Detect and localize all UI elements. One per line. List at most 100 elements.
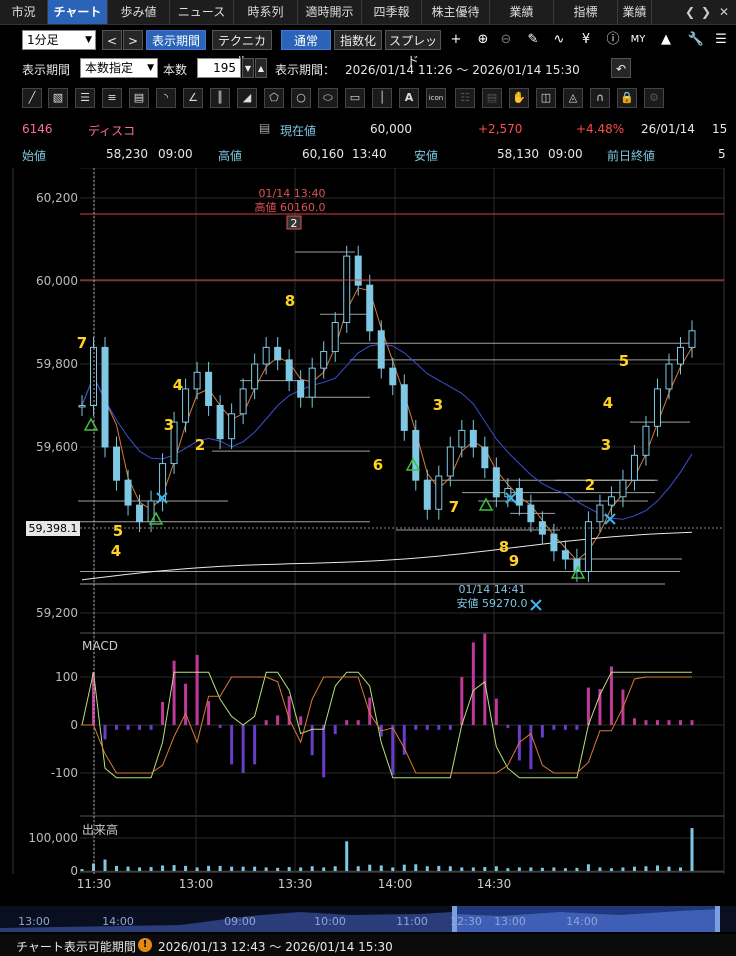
horizontal-lines-icon[interactable]: ≡: [102, 88, 122, 108]
tab-market[interactable]: 市況: [0, 0, 48, 24]
circle-icon[interactable]: ○: [291, 88, 311, 108]
high-value: 60,160: [302, 147, 344, 161]
volume-bar: [517, 867, 521, 871]
period-row: 表示期間 本数指定 ▼ 本数 195 ▼ ▲ 表示期間： 2026/01/14 …: [0, 57, 736, 81]
volume-y-tick: 100,000: [28, 831, 78, 845]
icon-tool-icon[interactable]: icon: [426, 88, 446, 108]
tab-next-icon[interactable]: ❯: [700, 5, 712, 19]
fan-arc-icon[interactable]: ◝: [156, 88, 176, 108]
my-icon[interactable]: MY: [630, 34, 646, 45]
macd-histogram-bar: [103, 725, 107, 740]
macd-histogram-bar: [529, 725, 533, 770]
list-icon[interactable]: ▤: [482, 88, 502, 108]
count-up-icon[interactable]: ▲: [255, 58, 267, 78]
zoom-out-icon[interactable]: ⊖: [500, 32, 512, 47]
tab-trades[interactable]: 歩み値: [108, 0, 170, 24]
ruler-tool-icon[interactable]: ▧: [48, 88, 68, 108]
macd-histogram-bar: [494, 698, 498, 725]
copy-icon[interactable]: ☷: [455, 88, 475, 108]
next-button[interactable]: >: [123, 30, 143, 50]
macd-histogram-bar: [138, 725, 142, 730]
yen-icon[interactable]: ¥: [581, 32, 591, 47]
tab-benefits[interactable]: 株主優待: [422, 0, 490, 24]
parallel-lines-icon[interactable]: ☰: [75, 88, 95, 108]
quote-date: 26/01/14: [641, 122, 695, 136]
speed-lines-icon[interactable]: ◢: [237, 88, 257, 108]
candle-body: [665, 363, 673, 390]
price-change-pct: +4.48%: [576, 122, 625, 136]
current-price-tag-box: [26, 521, 80, 536]
low-label: 安値: [414, 149, 439, 163]
prev-button[interactable]: <: [102, 30, 122, 50]
tab-earnings-2[interactable]: 業績: [618, 0, 652, 24]
display-period-button[interactable]: 表示期間: [146, 30, 206, 50]
period-mode-select[interactable]: 本数指定 ▼: [80, 58, 158, 78]
gear-icon[interactable]: ⚙: [644, 88, 664, 108]
lock-icon[interactable]: 🔒: [617, 88, 637, 108]
interval-select[interactable]: 1分足 ▼: [22, 30, 96, 50]
count-label: 2: [195, 436, 205, 454]
volume-panel: 100,000 0: [28, 828, 694, 878]
sell-signal-marker: [604, 513, 616, 525]
eraser-all-icon[interactable]: ◬: [563, 88, 583, 108]
tab-shikiho[interactable]: 四季報: [362, 0, 422, 24]
volume-bar: [529, 867, 533, 871]
fibonacci-icon[interactable]: ▤: [129, 88, 149, 108]
macd-histogram-bar: [264, 720, 268, 725]
wrench-icon[interactable]: 🔧: [687, 32, 705, 47]
navigator[interactable]: 13:00 14:00 09:00 10:00 11:00 12:30 13:00 14:00: [0, 906, 736, 932]
high-annotation-value: 高値 60160.0: [255, 200, 326, 214]
macd-histogram-bar: [460, 677, 464, 725]
hand-icon[interactable]: ✋: [509, 88, 529, 108]
pentagon-icon[interactable]: ⬠: [264, 88, 284, 108]
area-chart-icon[interactable]: ▲: [661, 32, 671, 47]
eraser-icon[interactable]: ◫: [536, 88, 556, 108]
vertical-line-icon[interactable]: │: [372, 88, 392, 108]
normal-button[interactable]: 通常: [281, 30, 331, 50]
rectangle-icon[interactable]: ▭: [345, 88, 365, 108]
candle-body: [297, 380, 305, 398]
navigator-left-handle[interactable]: [452, 906, 457, 932]
close-icon[interactable]: ✕: [718, 5, 730, 19]
navigator-label: 09:00: [224, 915, 256, 928]
volume-bar: [368, 864, 372, 871]
spread-button[interactable]: スプレッド: [385, 30, 441, 68]
crosshair-icon[interactable]: +: [450, 32, 462, 47]
warning-icon: !: [138, 938, 152, 952]
volume-bar: [264, 867, 268, 871]
macd-histogram-bar: [575, 725, 579, 730]
tab-news[interactable]: ニュース: [170, 0, 234, 24]
pen-icon[interactable]: ✎: [527, 32, 539, 47]
zoom-in-icon[interactable]: ⊕: [477, 32, 489, 47]
volume-bar: [460, 867, 464, 871]
macd-histogram-bar: [391, 725, 395, 775]
macd-histogram-bar: [437, 725, 441, 730]
reset-icon[interactable]: ↶: [611, 58, 631, 78]
count-input[interactable]: 195: [197, 58, 241, 78]
tab-indicators[interactable]: 指標: [554, 0, 618, 24]
gann-fan-icon[interactable]: ∠: [183, 88, 203, 108]
text-tool-icon[interactable]: A: [399, 88, 419, 108]
wave-icon[interactable]: ∿: [553, 32, 565, 47]
technical-button[interactable]: テクニカル: [212, 30, 272, 68]
volume-bar: [621, 867, 625, 871]
tab-prev-icon[interactable]: ❮: [684, 5, 696, 19]
index-button[interactable]: 指数化: [334, 30, 382, 50]
volume-bar: [310, 866, 314, 871]
count-down-icon[interactable]: ▼: [242, 58, 254, 78]
chart-area[interactable]: 60,200 60,000 59,800 59,600 59,200 11:30 13:0…: [0, 168, 736, 934]
count-label: 6: [373, 456, 383, 474]
magnet-icon[interactable]: ∩: [590, 88, 610, 108]
navigator-right-handle[interactable]: [715, 906, 720, 932]
ellipse-icon[interactable]: ⬭: [318, 88, 338, 108]
tab-earnings[interactable]: 業績: [490, 0, 554, 24]
line-tool-icon[interactable]: ╱: [22, 88, 42, 108]
current-price-tag: 59,398.1: [29, 522, 78, 535]
tab-timeseries[interactable]: 時系列: [234, 0, 298, 24]
vertical-lines-icon[interactable]: ║: [210, 88, 230, 108]
candle-body: [412, 429, 420, 481]
info-icon[interactable]: ⓘ: [606, 32, 620, 47]
settings-icon[interactable]: ☰: [715, 32, 727, 47]
tab-chart[interactable]: チャート: [48, 0, 108, 24]
tab-disclosure[interactable]: 適時開示: [298, 0, 362, 24]
